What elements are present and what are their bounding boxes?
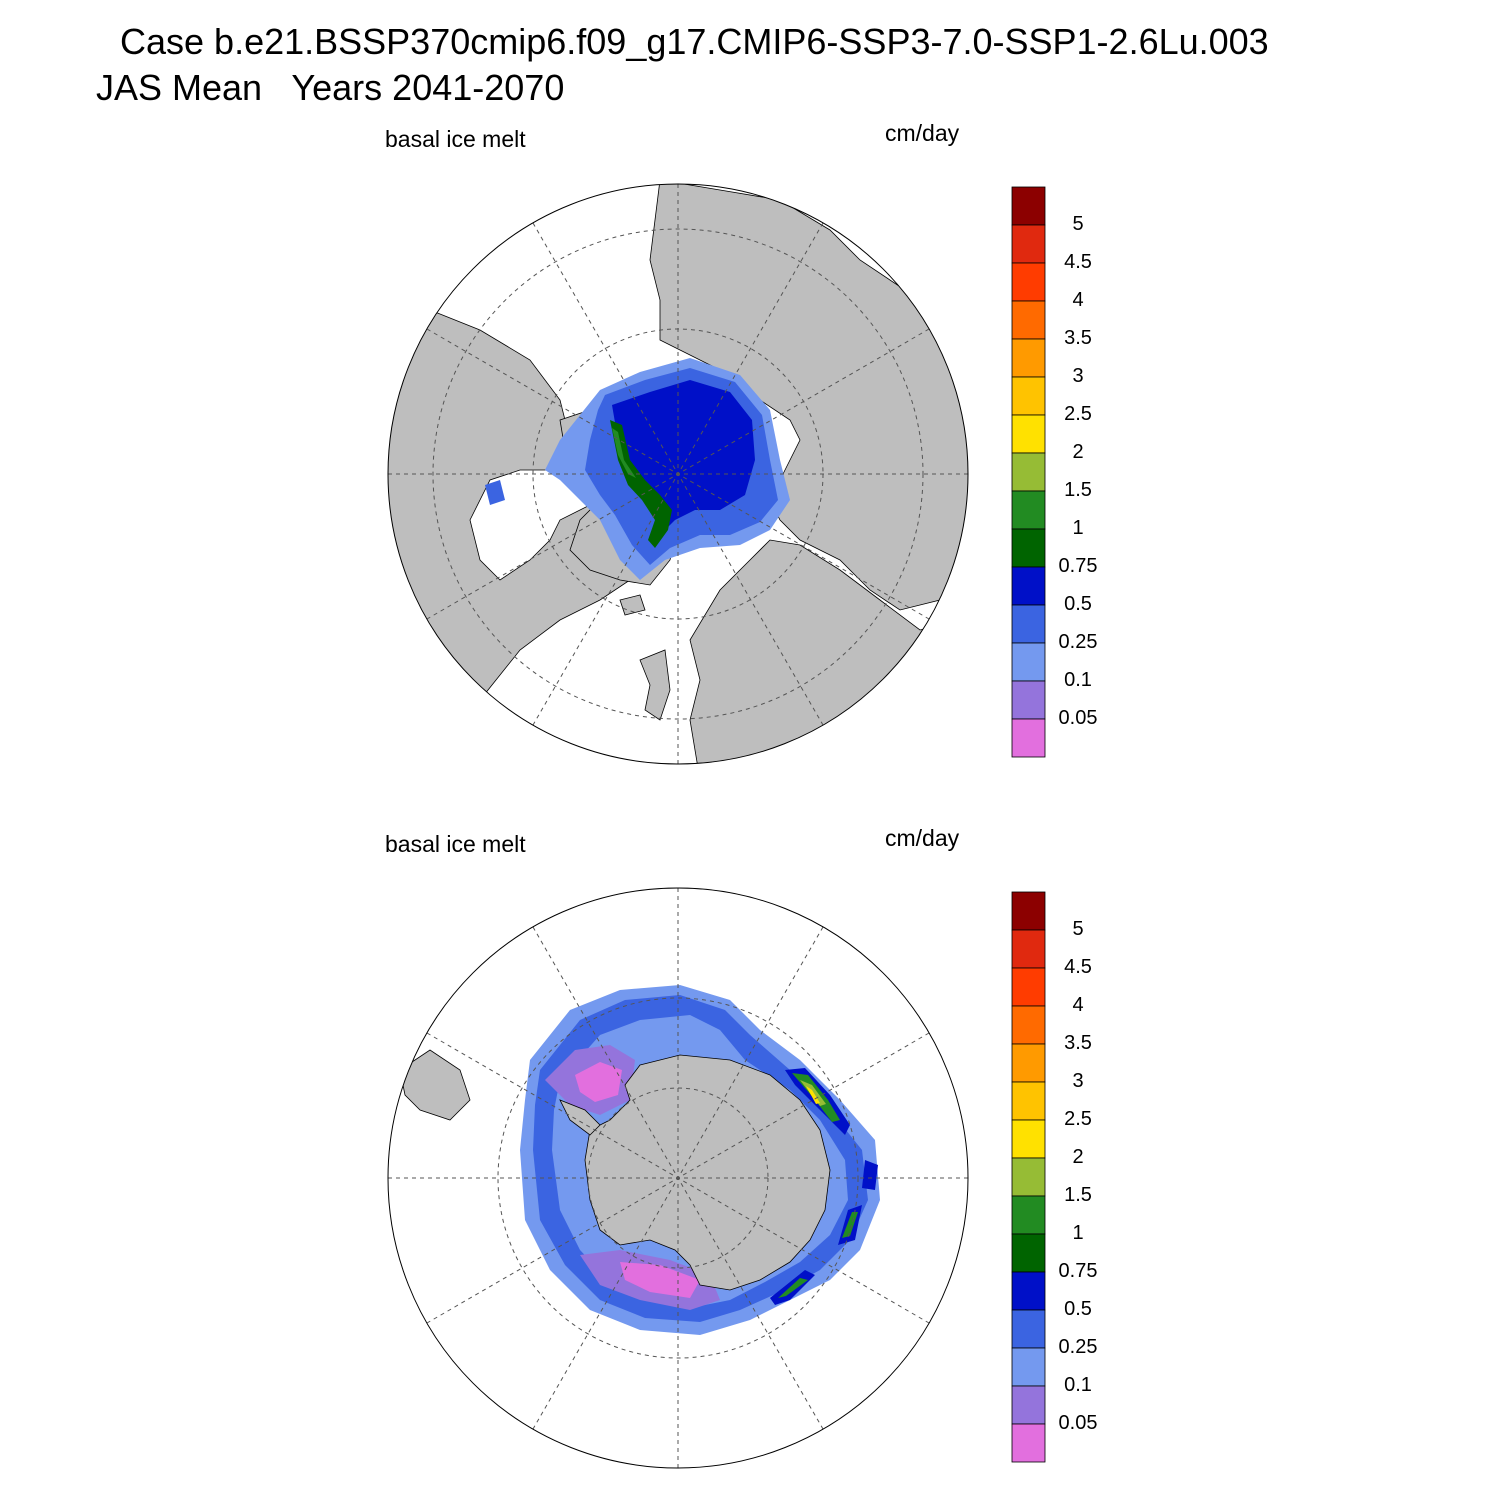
colorbar-swatch [1011, 566, 1046, 606]
colorbar-swatch [1011, 528, 1046, 568]
colorbar-tick-label: 4 [1072, 289, 1084, 311]
arctic-graticule [388, 184, 968, 764]
colorbar-tick-label: 0.1 [1064, 669, 1092, 691]
colorbar-swatch [1011, 262, 1046, 302]
colorbar-tick-label: 0.1 [1064, 1374, 1092, 1396]
colorbar-arctic [1011, 186, 1046, 758]
colorbar-antarctic [1011, 891, 1046, 1463]
colorbar-swatch [1011, 604, 1046, 644]
colorbar-tick-label: 3 [1072, 365, 1084, 387]
colorbar-tick-label: 0.05 [1058, 1412, 1098, 1434]
colorbar-tick-label: 0.5 [1064, 593, 1092, 615]
colorbar-swatch [1011, 300, 1046, 340]
panel2-variable-label: basal ice melt [385, 831, 526, 857]
colorbar-tick-label: 4.5 [1064, 956, 1092, 978]
colorbar-swatch [1011, 376, 1046, 416]
south-america-land [399, 1049, 471, 1121]
colorbar-tick-label: 1 [1072, 1222, 1084, 1244]
antarctic-melt-2-2.5 [806, 1086, 820, 1104]
colorbar-swatch [1011, 186, 1046, 226]
colorbar-tick-label: 0.75 [1058, 555, 1098, 577]
colorbar-swatch [1011, 414, 1046, 454]
colorbar-swatch [1011, 338, 1046, 378]
antarctic-graticule [388, 888, 968, 1468]
colorbar-tick-label: 0.25 [1058, 1336, 1098, 1358]
figure-title-case: Case b.e21.BSSP370cmip6.f09_g17.CMIP6-SS… [120, 21, 1269, 62]
colorbar-swatch [1011, 642, 1046, 682]
colorbar-swatch [1011, 718, 1046, 758]
colorbar-swatch [1011, 490, 1046, 530]
ross-melt-0-0.05 [620, 1262, 700, 1298]
colorbar-tick-label: 2 [1072, 441, 1084, 463]
arctic-map [388, 184, 968, 764]
britain-land [639, 649, 671, 721]
colorbar-swatch [1011, 1271, 1046, 1311]
weddell-melt-0-0.05 [575, 1062, 622, 1102]
colorbar-swatch [1011, 1119, 1046, 1159]
colorbar-swatch [1011, 1309, 1046, 1349]
colorbar-tick-label: 2.5 [1064, 1108, 1092, 1130]
colorbar-tick-label: 4.5 [1064, 251, 1092, 273]
arctic-melt-1-1.5 [612, 428, 636, 478]
arctic-melt-0.75-1 [610, 420, 672, 548]
colorbar-tick-label: 0.75 [1058, 1260, 1098, 1282]
colorbar-tick-label: 0.25 [1058, 631, 1098, 653]
colorbar-tick-label: 0.5 [1064, 1298, 1092, 1320]
colorbar-tick-label: 1.5 [1064, 1184, 1092, 1206]
panel2-units-label: cm/day [885, 825, 960, 851]
arctic-map-border [387, 183, 969, 765]
colorbar-tick-label: 4 [1072, 994, 1084, 1016]
panel1-variable-label: basal ice melt [385, 126, 526, 152]
colorbar-swatch [1011, 1423, 1046, 1463]
colorbar-tick-label: 0.05 [1058, 707, 1098, 729]
hudson-bay-melt [485, 480, 505, 505]
colorbar-tick-label: 2.5 [1064, 403, 1092, 425]
colorbar-tick-label: 3 [1072, 1070, 1084, 1092]
colorbar-swatch [1011, 452, 1046, 492]
colorbar-swatch [1011, 1157, 1046, 1197]
colorbar-tick-label: 5 [1072, 918, 1084, 940]
antarctic-map-border [387, 887, 969, 1469]
colorbar-tick-label: 3.5 [1064, 327, 1092, 349]
colorbar-swatch [1011, 224, 1046, 264]
colorbar-swatch [1011, 1195, 1046, 1235]
panel1-units-label: cm/day [885, 120, 960, 146]
colorbar-tick-label: 2 [1072, 1146, 1084, 1168]
colorbar-swatch [1011, 1347, 1046, 1387]
iceland-land [619, 594, 646, 616]
colorbar-tick-label: 1.5 [1064, 479, 1092, 501]
colorbar-tick-label: 1 [1072, 517, 1084, 539]
colorbar-tick-label: 3.5 [1064, 1032, 1092, 1054]
figure-title-period: JAS Mean Years 2041-2070 [96, 67, 565, 108]
colorbar-tick-label: 5 [1072, 213, 1084, 235]
